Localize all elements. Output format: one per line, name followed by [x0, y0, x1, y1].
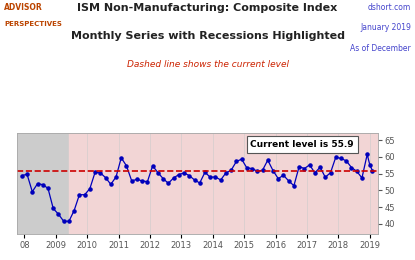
Point [66, 219, 72, 223]
Point [359, 176, 365, 180]
Point [290, 184, 297, 188]
Point [55, 212, 62, 216]
Point [86, 187, 93, 191]
Point [286, 179, 292, 183]
Point [280, 173, 287, 177]
Point [301, 166, 308, 171]
Point [259, 168, 266, 172]
Point [306, 163, 313, 167]
Point [364, 152, 371, 157]
Point [60, 219, 67, 223]
Point [238, 157, 245, 161]
Point [296, 164, 303, 168]
Point [366, 163, 373, 167]
Point [338, 157, 344, 161]
Point [212, 175, 219, 179]
Point [264, 158, 271, 162]
Point [19, 173, 25, 178]
Point [233, 159, 240, 164]
Point [92, 170, 98, 174]
Point [144, 180, 151, 184]
Point [348, 165, 355, 170]
Point [354, 169, 360, 173]
Point [217, 178, 224, 182]
Text: ISM Non-Manufacturing: Composite Index: ISM Non-Manufacturing: Composite Index [77, 3, 338, 12]
Text: PERSPECTIVES: PERSPECTIVES [4, 21, 62, 27]
Point [134, 177, 140, 181]
Point [139, 179, 146, 183]
Point [207, 175, 214, 179]
Point [29, 190, 36, 194]
Point [254, 169, 261, 173]
Point [102, 176, 109, 180]
Text: January 2019: January 2019 [360, 23, 411, 32]
Text: As of December: As of December [350, 44, 411, 53]
Point [97, 171, 104, 175]
Text: ADVISOR: ADVISOR [4, 3, 43, 12]
Text: Current level is 55.9: Current level is 55.9 [251, 140, 354, 149]
Point [343, 159, 349, 163]
Point [322, 175, 329, 179]
Point [113, 175, 120, 179]
Point [369, 168, 376, 173]
Point [196, 181, 203, 185]
Point [228, 168, 234, 172]
Point [275, 177, 281, 181]
Point [222, 171, 229, 175]
Point [107, 182, 114, 186]
Point [71, 209, 78, 213]
Point [24, 172, 30, 176]
Point [154, 171, 161, 175]
Point [170, 176, 177, 180]
Point [149, 164, 156, 168]
Point [160, 177, 166, 181]
Point [81, 193, 88, 197]
Point [45, 186, 51, 190]
Bar [69, 133, 378, 234]
Point [39, 183, 46, 187]
Text: dshort.com: dshort.com [368, 3, 411, 12]
Point [181, 171, 187, 175]
Text: Monthly Series with Recessions Highlighted: Monthly Series with Recessions Highlight… [71, 31, 344, 41]
Point [270, 168, 276, 173]
Point [327, 171, 334, 175]
Bar [17, 133, 69, 234]
Point [34, 181, 41, 186]
Point [191, 178, 198, 182]
Point [317, 165, 323, 169]
Point [123, 164, 130, 168]
Point [165, 181, 172, 185]
Point [76, 193, 83, 197]
Point [176, 172, 182, 177]
Point [244, 166, 250, 170]
Point [118, 156, 124, 160]
Point [249, 166, 255, 171]
Point [312, 171, 318, 175]
Text: Dashed line shows the current level: Dashed line shows the current level [127, 60, 288, 69]
Point [50, 206, 56, 211]
Point [186, 173, 193, 178]
Point [202, 170, 208, 174]
Point [128, 179, 135, 183]
Point [332, 155, 339, 159]
